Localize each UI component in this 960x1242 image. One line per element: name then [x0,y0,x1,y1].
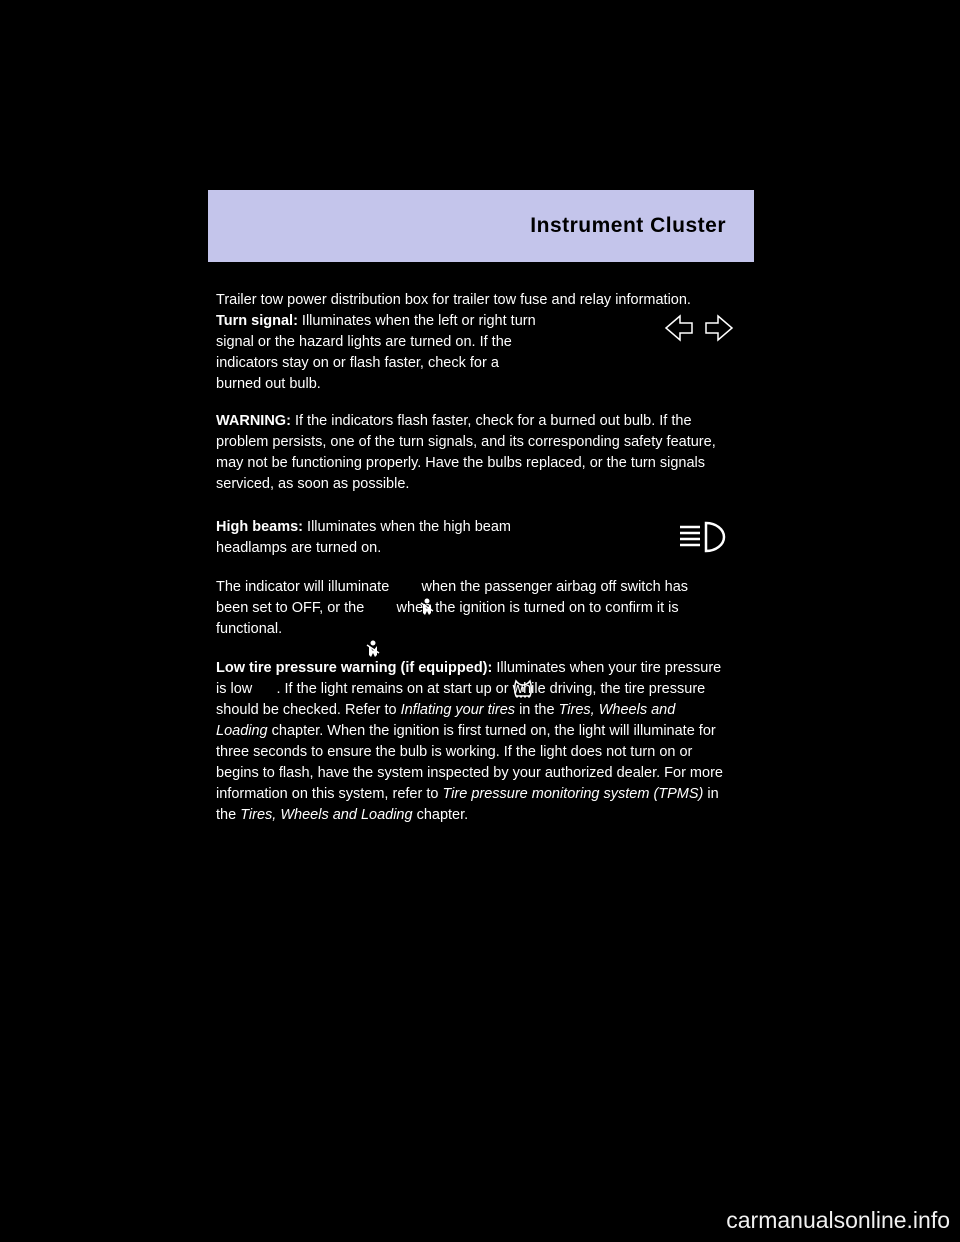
tpms-label: Low tire pressure warning (if equipped): [216,660,492,676]
warning-paragraph: WARNING: If the indicators flash faster,… [216,411,724,495]
airbag-t2: indicator will illuminate [245,579,393,595]
section-warning: WARNING: If the indicators flash faster,… [216,411,724,495]
warning-label: WARNING: [216,413,291,429]
section-tpms: Low tire pressure warning (if equipped):… [216,658,724,826]
seatbelt-icon [418,597,436,624]
content-area: Trailer tow power distribution box for t… [208,262,754,826]
airbag-paragraph: The indicator will illuminate when the p… [216,577,724,640]
high-beams-paragraph: High beams: Illuminates when the high be… [216,517,538,559]
section-high-beams: High beams: Illuminates when the high be… [216,517,724,559]
section-turn-signal: Trailer tow power distribution box for t… [216,290,724,395]
tpms-i4: Tires, Wheels and Loading [240,807,412,823]
tpms-i3: Tire pressure monitoring system (TPMS) [442,786,703,802]
tpms-paragraph: Low tire pressure warning (if equipped):… [216,658,724,826]
watermark: carmanualsonline.info [726,1207,950,1234]
trailer-text: Trailer tow power distribution box for t… [216,290,724,311]
warning-text: If the indicators flash faster, check fo… [216,413,716,492]
high-beam-icon [678,519,734,562]
page-container: Instrument Cluster Trailer tow power dis… [208,190,754,826]
turn-signal-label: Turn signal: [216,313,298,329]
header-title: Instrument Cluster [530,214,726,238]
high-beams-label: High beams: [216,519,303,535]
tpms-icon [512,679,534,706]
tpms-t6: chapter. [413,807,469,823]
tpms-i1: Inflating your tires [401,702,515,718]
turn-signal-paragraph: Turn signal: Illuminates when the left o… [216,311,538,395]
turn-signal-arrows-icon [662,312,736,351]
header-banner: Instrument Cluster [208,190,754,262]
section-passenger-airbag: The indicator will illuminate when the p… [216,577,724,640]
airbag-t1: The [216,579,245,595]
